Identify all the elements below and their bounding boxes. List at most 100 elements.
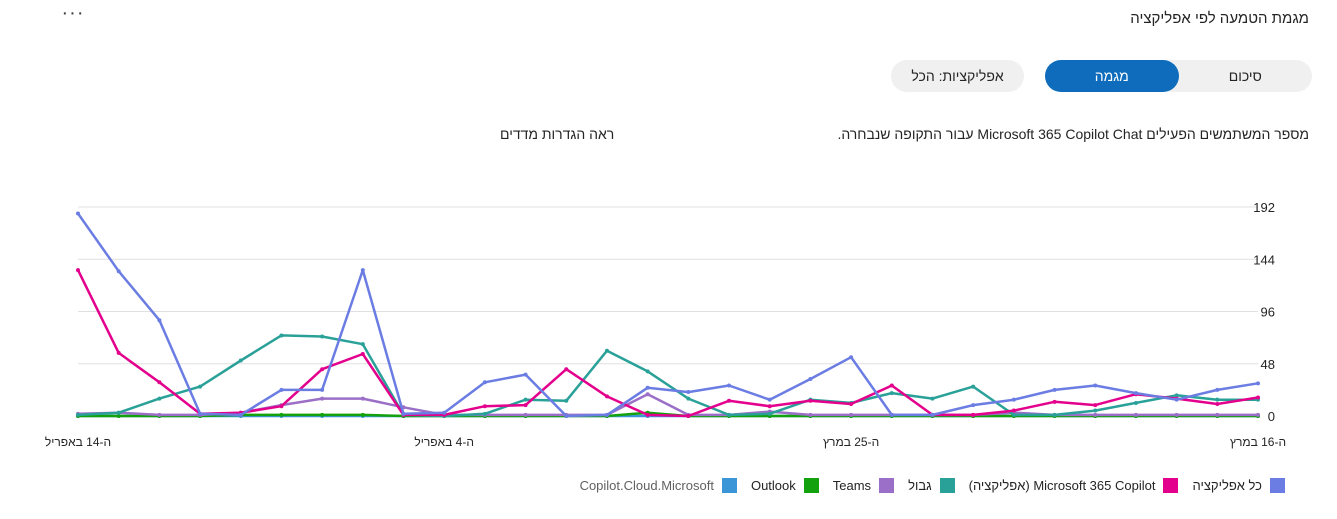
data-point (686, 414, 691, 418)
series-line (76, 212, 1259, 418)
legend-item-copilot-cloud[interactable]: Copilot.Cloud.Microsoft (580, 478, 737, 493)
data-point (1052, 399, 1057, 404)
data-point (645, 392, 650, 397)
data-point (686, 390, 691, 395)
data-point (1215, 402, 1220, 407)
data-point (808, 412, 813, 417)
more-options-button[interactable]: ··· (61, 2, 85, 24)
data-point (1093, 408, 1098, 413)
data-point (849, 402, 854, 407)
series-line (77, 334, 1258, 418)
data-point (849, 412, 854, 417)
legend-swatch (1270, 478, 1285, 493)
data-point (1174, 397, 1179, 402)
data-point (767, 397, 772, 402)
data-point (808, 398, 813, 403)
data-point (523, 412, 528, 417)
data-point (971, 412, 976, 417)
data-point (116, 350, 121, 355)
view-toggle: סיכום מגמה (1045, 60, 1312, 92)
y-tick-label: 144 (1253, 252, 1275, 267)
data-point (686, 396, 691, 401)
data-point (116, 269, 121, 274)
tab-summary[interactable]: סיכום (1228, 68, 1262, 84)
chart-legend: כל אפליקציה Microsoft 365 Copilot (אפליק… (580, 478, 1285, 493)
apps-filter-button[interactable]: אפליקציות: הכל (891, 60, 1024, 92)
data-point (360, 396, 365, 401)
data-point (767, 411, 772, 416)
data-point (1256, 395, 1260, 400)
tab-trend[interactable]: מגמה (1045, 60, 1179, 92)
data-point (238, 412, 243, 417)
data-point (645, 412, 650, 417)
data-point (1215, 397, 1220, 402)
data-point (1174, 412, 1179, 417)
data-point (971, 384, 976, 389)
series-line (76, 269, 1259, 418)
x-tick-label: ה-4 באפריל (414, 435, 474, 449)
data-point (808, 376, 813, 381)
data-point (279, 404, 284, 409)
data-point (482, 411, 487, 416)
data-point (1133, 400, 1138, 405)
data-point (320, 396, 325, 401)
data-point (238, 358, 243, 363)
data-point (116, 414, 121, 418)
legend-item-edge[interactable]: גבול (908, 478, 955, 493)
x-tick-label: ה-16 במרץ (1230, 435, 1286, 449)
data-point (1133, 412, 1138, 417)
legend-label: Copilot.Cloud.Microsoft (579, 478, 714, 493)
data-point (604, 348, 609, 353)
data-point (645, 369, 650, 374)
data-point (1215, 412, 1220, 417)
data-point (604, 412, 609, 417)
legend-item-m365-copilot-app[interactable]: Microsoft 365 Copilot (אפליקציה) (969, 478, 1179, 493)
y-tick-label: 96 (1261, 305, 1275, 320)
data-point (320, 334, 325, 339)
data-point (320, 412, 325, 417)
data-point (1093, 383, 1098, 388)
legend-swatch (879, 478, 895, 493)
data-point (1052, 412, 1057, 417)
legend-swatch (721, 478, 737, 493)
metrics-definitions-link[interactable]: ראה הגדרות מדדים (500, 126, 615, 142)
data-point (482, 404, 487, 409)
data-point (401, 411, 406, 416)
chart-description: מספר המשתמשים הפעילים Microsoft 365 Copi… (837, 126, 1309, 142)
data-point (1052, 387, 1057, 392)
legend-item-outlook[interactable]: Outlook (751, 478, 819, 493)
data-point (1093, 403, 1098, 408)
data-point (320, 367, 325, 372)
legend-label: גבול (908, 478, 932, 493)
data-point (157, 412, 162, 417)
legend-item-any-app[interactable]: כל אפליקציה (1192, 478, 1285, 493)
data-point (889, 383, 894, 388)
data-point (604, 394, 609, 399)
data-point (1256, 412, 1260, 417)
data-point (76, 268, 80, 273)
data-point (76, 412, 80, 417)
x-tick-label: ה-14 באפריל (45, 435, 111, 449)
data-point (930, 412, 935, 417)
data-point (157, 318, 162, 323)
data-point (849, 355, 854, 360)
data-point (198, 384, 203, 389)
data-point (564, 398, 569, 403)
data-point (76, 211, 80, 216)
data-point (889, 412, 894, 417)
data-point (360, 268, 365, 273)
data-point (1174, 393, 1179, 398)
legend-item-teams[interactable]: Teams (833, 478, 895, 493)
data-point (198, 411, 203, 416)
data-point (971, 403, 976, 408)
data-point (1215, 387, 1220, 392)
legend-label: כל אפליקציה (1192, 478, 1262, 493)
data-point (1011, 408, 1016, 413)
data-point (157, 380, 162, 385)
data-point (523, 372, 528, 377)
data-point (482, 380, 487, 385)
data-point (279, 387, 284, 392)
y-tick-label: 0 (1268, 409, 1275, 424)
y-tick-label: 48 (1261, 357, 1275, 372)
data-point (564, 367, 569, 372)
